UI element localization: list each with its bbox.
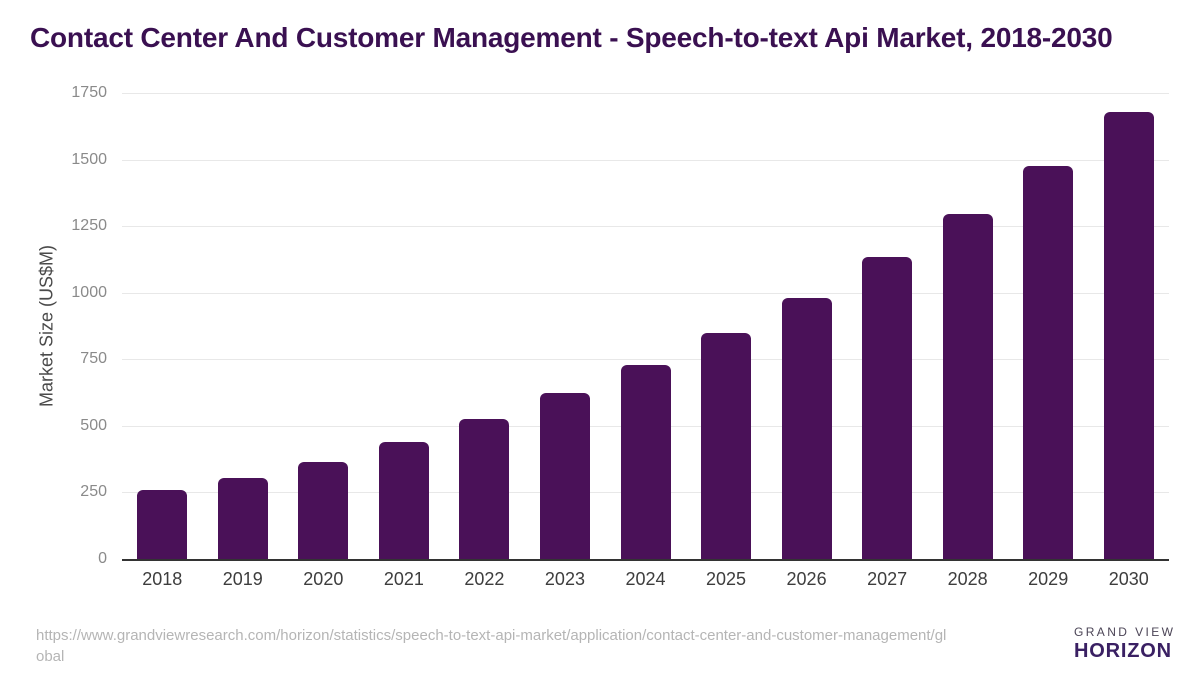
x-tick-label-2026: 2026 [786,569,827,589]
x-tick-label-2020: 2020 [303,569,344,589]
horizon-sunrise-icon [1020,621,1066,667]
bar-2020 [298,461,349,559]
logo-text: GRAND VIEW HORIZON [1074,625,1175,663]
horizon-reflection-line-1 [1035,648,1051,652]
bar-2025 [701,332,752,559]
y-tick-label-750: 750 [80,350,107,368]
x-tick-label-2027: 2027 [867,569,908,589]
gridline-1000 [122,292,1169,294]
x-axis-line [122,559,1169,561]
y-tick-label-500: 500 [80,416,107,434]
bar-2027 [862,256,913,559]
horizon-reflection-line-2 [1038,655,1048,659]
bar-2029 [1023,166,1074,559]
bar-2019 [217,477,268,559]
bar-2018 [137,489,188,559]
gridline-1500 [122,159,1169,161]
y-axis-tick-labels: 0 250 500 750 1000 1250 1500 1750 [0,84,107,567]
x-tick-label-2022: 2022 [464,569,505,589]
bar-2030 [1103,111,1154,559]
logo-grand-view-label: GRAND VIEW [1074,625,1176,639]
y-tick-label-1000: 1000 [71,283,107,301]
x-tick-label-2021: 2021 [383,569,424,589]
bar-2022 [459,419,510,559]
x-tick-label-2030: 2030 [1108,569,1149,589]
y-tick-label-0: 0 [98,550,107,567]
gridline-1250 [122,226,1169,228]
x-tick-label-2025: 2025 [706,569,747,589]
gridline-1750 [122,93,1169,94]
y-tick-label-1500: 1500 [71,150,107,168]
x-tick-label-2018: 2018 [142,569,183,589]
bar-2026 [781,298,832,559]
bar-2023 [539,392,590,559]
horizon-dome-shape [1032,632,1054,644]
x-tick-label-2023: 2023 [544,569,585,589]
grand-view-horizon-logo: GRAND VIEW HORIZON [1020,621,1175,667]
logo-horizon-label: HORIZON [1074,640,1172,662]
plot-area [122,93,1169,561]
y-tick-label-250: 250 [80,483,107,501]
bar-2024 [620,364,671,559]
chart-title: Contact Center And Customer Management -… [30,22,1113,53]
y-tick-label-1750: 1750 [71,84,107,101]
x-tick-label-2024: 2024 [625,569,666,589]
x-tick-label-2028: 2028 [947,569,988,589]
source-url: https://www.grandviewresearch.com/horizo… [36,627,947,665]
bar-2028 [942,214,993,559]
x-tick-label-2019: 2019 [222,569,263,589]
x-axis-tick-labels: 2018 2019 2020 2021 2022 2023 2024 2025 2026 2027… [122,569,1169,595]
bar-2021 [378,441,429,559]
x-tick-label-2029: 2029 [1028,569,1069,589]
y-tick-label-1250: 1250 [71,217,107,235]
gridline-750 [122,359,1169,361]
